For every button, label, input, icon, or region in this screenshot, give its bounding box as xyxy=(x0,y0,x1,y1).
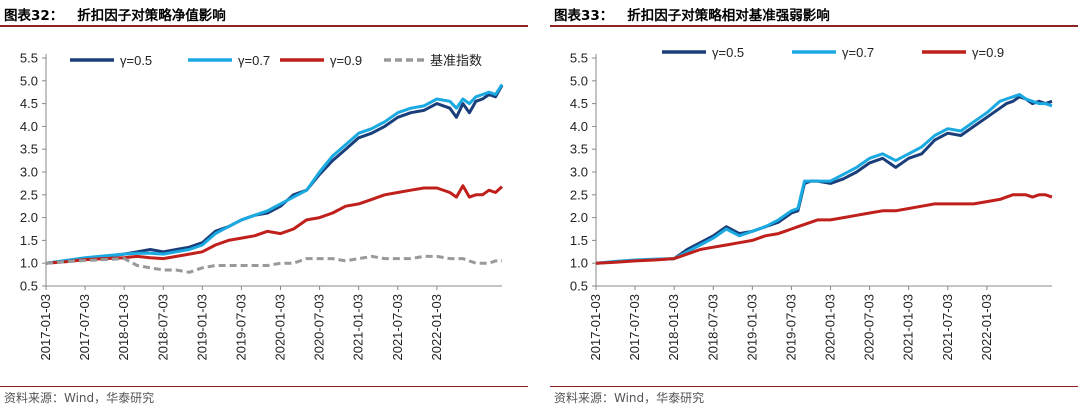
legend-label: γ=0.7 xyxy=(842,45,874,60)
series-line-1 xyxy=(45,83,504,265)
y-tick-label: 5.0 xyxy=(20,73,38,88)
chart-panel-32: 图表32： 折扣因子对策略净值影响 0.5 1.0 1.5 2.0 2.5 3.0 3.5 4.… xyxy=(0,0,530,406)
legend-label: γ=0.5 xyxy=(120,53,152,68)
y-tick-label: 0.5 xyxy=(20,279,38,294)
series-line-3 xyxy=(45,254,502,274)
line-chart-relative-strength: 0.5 1.0 1.5 2.0 2.5 3.0 3.5 4.0 4.5 5.0 5.5 2017-01… xyxy=(570,45,1053,361)
title-divider xyxy=(550,25,1078,27)
legend-label: 基准指数 xyxy=(430,53,482,68)
x-tick-label: 2021-07-03 xyxy=(940,294,955,361)
x-tick-label: 2021-01-03 xyxy=(901,294,916,361)
y-tick-label: 4.5 xyxy=(20,96,38,111)
y-tick-label: 5.5 xyxy=(570,51,588,66)
x-tick-label: 2018-01-03 xyxy=(116,294,131,361)
y-tick-label: 1.0 xyxy=(20,256,38,271)
y-tick-label: 0.5 xyxy=(570,279,588,294)
line-chart-net-value: 0.5 1.0 1.5 2.0 2.5 3.0 3.5 4.0 4.5 5.0 5.5 2017-01… xyxy=(20,51,504,361)
y-tick-label: 2.0 xyxy=(570,210,588,225)
series-line-0 xyxy=(595,95,1053,265)
source-note: 资料来源：Wind，华泰研究 xyxy=(4,391,155,405)
x-tick-label: 2017-01-03 xyxy=(38,294,53,361)
y-tick-label: 3.5 xyxy=(20,142,38,157)
x-tick-label: 2017-07-03 xyxy=(627,294,642,361)
x-tick-label: 2018-07-03 xyxy=(155,294,170,361)
y-tick-label: 2.5 xyxy=(570,187,588,202)
x-tick-label: 2022-01-03 xyxy=(429,294,444,361)
x-tick-label: 2019-01-03 xyxy=(194,294,209,361)
chart-title-number: 图表33： xyxy=(554,8,614,24)
x-tick-label: 2022-01-03 xyxy=(979,294,994,361)
series-line-1 xyxy=(595,93,1053,265)
y-tick-label: 3.0 xyxy=(20,165,38,180)
source-divider xyxy=(550,386,1078,387)
chart-title-number: 图表32： xyxy=(4,8,64,24)
series-line-2 xyxy=(45,184,504,265)
y-tick-label: 2.5 xyxy=(20,187,38,202)
y-tick-label: 3.0 xyxy=(570,165,588,180)
source-divider xyxy=(0,386,528,387)
x-tick-label: 2019-07-03 xyxy=(783,294,798,361)
x-tick-label: 2019-01-03 xyxy=(744,294,759,361)
series-line-0 xyxy=(45,84,504,265)
x-tick-label: 2017-07-03 xyxy=(77,294,92,361)
series-line-2 xyxy=(595,193,1053,265)
title-divider xyxy=(0,25,528,27)
chart-panel-33: 图表33： 折扣因子对策略相对基准强弱影响 0.5 1.0 1.5 2.0 2.5 3.0 3… xyxy=(550,0,1080,406)
y-tick-label: 2.0 xyxy=(20,210,38,225)
x-tick-label: 2018-01-03 xyxy=(666,294,681,361)
legend-label: γ=0.9 xyxy=(330,53,362,68)
chart-title-text: 折扣因子对策略净值影响 xyxy=(77,8,226,24)
y-tick-label: 5.0 xyxy=(570,73,588,88)
chart-title-text: 折扣因子对策略相对基准强弱影响 xyxy=(627,8,830,24)
legend-label: γ=0.7 xyxy=(238,53,270,68)
legend-label: γ=0.5 xyxy=(712,45,744,60)
y-tick-label: 3.5 xyxy=(570,142,588,157)
x-tick-label: 2020-01-03 xyxy=(823,294,838,361)
y-tick-label: 4.5 xyxy=(570,96,588,111)
chart-title: 图表32： 折扣因子对策略净值影响 xyxy=(4,4,226,24)
legend-label: γ=0.9 xyxy=(972,45,1004,60)
x-tick-label: 2018-07-03 xyxy=(705,294,720,361)
y-tick-label: 4.0 xyxy=(570,119,588,134)
source-note: 资料来源：Wind，华泰研究 xyxy=(554,391,705,405)
x-tick-label: 2021-01-03 xyxy=(351,294,366,361)
y-tick-label: 1.5 xyxy=(570,233,588,248)
y-tick-label: 4.0 xyxy=(20,119,38,134)
x-tick-label: 2017-01-03 xyxy=(588,294,603,361)
y-tick-label: 1.5 xyxy=(20,233,38,248)
x-tick-label: 2020-01-03 xyxy=(273,294,288,361)
chart-title: 图表33： 折扣因子对策略相对基准强弱影响 xyxy=(554,4,830,24)
x-tick-label: 2020-07-03 xyxy=(862,294,877,361)
y-tick-label: 1.0 xyxy=(570,256,588,271)
x-tick-label: 2019-07-03 xyxy=(233,294,248,361)
y-tick-label: 5.5 xyxy=(20,51,38,66)
x-tick-label: 2020-07-03 xyxy=(312,294,327,361)
x-tick-label: 2021-07-03 xyxy=(390,294,405,361)
